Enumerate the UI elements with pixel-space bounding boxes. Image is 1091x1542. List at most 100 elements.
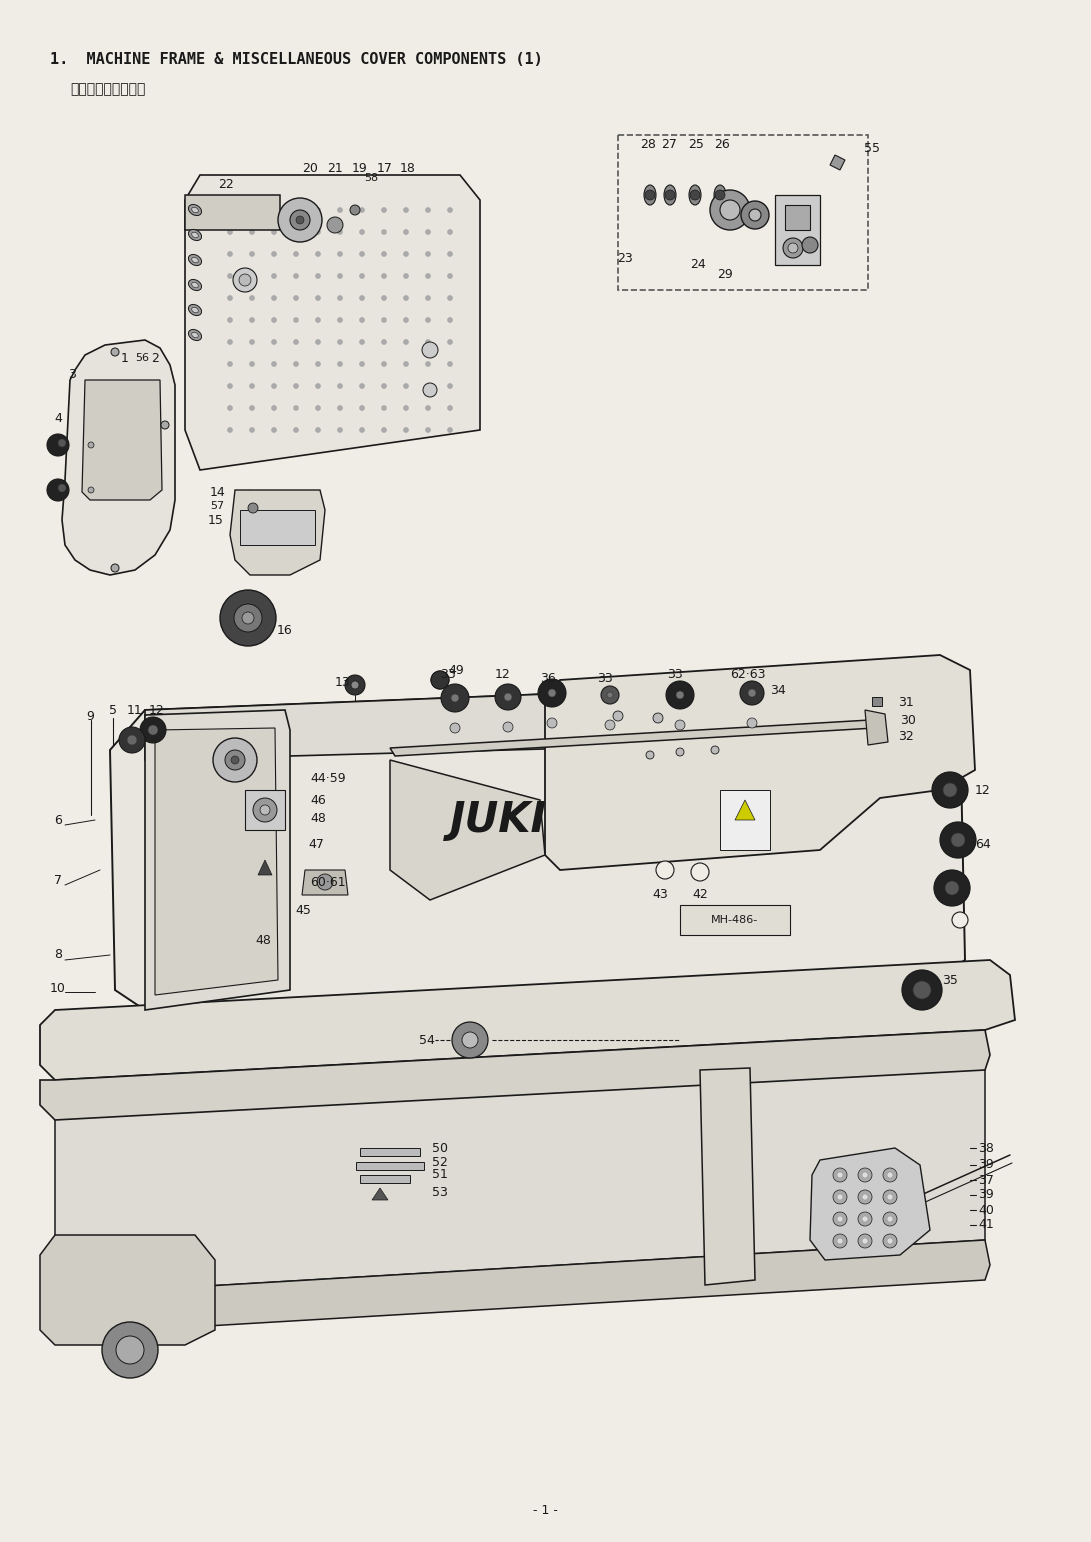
Circle shape bbox=[423, 382, 437, 396]
Circle shape bbox=[862, 1238, 868, 1244]
Ellipse shape bbox=[189, 279, 202, 290]
Text: 46: 46 bbox=[310, 794, 326, 806]
Bar bbox=[356, 1163, 424, 1170]
Text: 15: 15 bbox=[208, 513, 224, 526]
Circle shape bbox=[425, 384, 431, 389]
Circle shape bbox=[606, 720, 615, 729]
Circle shape bbox=[239, 274, 251, 285]
Circle shape bbox=[360, 208, 364, 213]
Circle shape bbox=[250, 427, 254, 432]
Polygon shape bbox=[830, 156, 846, 170]
Circle shape bbox=[293, 384, 299, 389]
Circle shape bbox=[750, 210, 762, 221]
Circle shape bbox=[883, 1190, 897, 1204]
Circle shape bbox=[404, 384, 408, 389]
Circle shape bbox=[404, 406, 408, 410]
Circle shape bbox=[425, 318, 431, 322]
Polygon shape bbox=[185, 194, 280, 230]
Circle shape bbox=[293, 273, 299, 279]
Ellipse shape bbox=[192, 207, 199, 213]
Text: 12: 12 bbox=[975, 783, 991, 797]
Circle shape bbox=[228, 251, 232, 256]
Circle shape bbox=[404, 208, 408, 213]
Circle shape bbox=[447, 208, 453, 213]
Circle shape bbox=[451, 694, 459, 702]
Circle shape bbox=[715, 190, 726, 200]
Circle shape bbox=[858, 1234, 872, 1247]
Polygon shape bbox=[40, 961, 1015, 1079]
Text: 52: 52 bbox=[432, 1155, 448, 1169]
Circle shape bbox=[382, 339, 386, 344]
Circle shape bbox=[272, 296, 276, 301]
Circle shape bbox=[278, 197, 322, 242]
Circle shape bbox=[934, 870, 970, 907]
Circle shape bbox=[250, 318, 254, 322]
Circle shape bbox=[350, 205, 360, 214]
Text: 9: 9 bbox=[86, 709, 94, 723]
Text: 1.  MACHINE FRAME & MISCELLANEOUS COVER COMPONENTS (1): 1. MACHINE FRAME & MISCELLANEOUS COVER C… bbox=[50, 52, 542, 66]
Circle shape bbox=[315, 361, 321, 367]
Circle shape bbox=[940, 822, 976, 857]
Circle shape bbox=[250, 251, 254, 256]
Circle shape bbox=[887, 1194, 894, 1200]
Text: 12: 12 bbox=[149, 703, 165, 717]
Circle shape bbox=[952, 911, 968, 928]
Circle shape bbox=[382, 361, 386, 367]
Polygon shape bbox=[230, 490, 325, 575]
Bar bbox=[720, 790, 770, 850]
Circle shape bbox=[250, 384, 254, 389]
Circle shape bbox=[887, 1238, 894, 1244]
Text: 58: 58 bbox=[364, 173, 379, 183]
Circle shape bbox=[834, 1212, 847, 1226]
Circle shape bbox=[740, 682, 764, 705]
Circle shape bbox=[431, 671, 449, 689]
Circle shape bbox=[315, 296, 321, 301]
Circle shape bbox=[858, 1212, 872, 1226]
Text: 44·59: 44·59 bbox=[310, 771, 346, 785]
Ellipse shape bbox=[189, 330, 202, 341]
Ellipse shape bbox=[192, 233, 199, 237]
Text: 54: 54 bbox=[419, 1033, 435, 1047]
Circle shape bbox=[293, 208, 299, 213]
Circle shape bbox=[382, 427, 386, 432]
Circle shape bbox=[315, 273, 321, 279]
Circle shape bbox=[272, 427, 276, 432]
Circle shape bbox=[337, 230, 343, 234]
Circle shape bbox=[710, 190, 750, 230]
Circle shape bbox=[47, 480, 69, 501]
Circle shape bbox=[404, 339, 408, 344]
Text: 20: 20 bbox=[302, 162, 317, 174]
Circle shape bbox=[461, 1032, 478, 1049]
Text: 36: 36 bbox=[540, 671, 556, 685]
Circle shape bbox=[538, 678, 566, 706]
Text: 38: 38 bbox=[978, 1141, 994, 1155]
Polygon shape bbox=[185, 174, 480, 470]
Text: 12: 12 bbox=[495, 669, 511, 682]
Circle shape bbox=[88, 443, 94, 449]
Circle shape bbox=[293, 339, 299, 344]
Circle shape bbox=[337, 406, 343, 410]
Text: 60·61: 60·61 bbox=[310, 876, 346, 888]
Text: 37: 37 bbox=[978, 1173, 994, 1186]
Circle shape bbox=[360, 339, 364, 344]
Text: 39: 39 bbox=[978, 1158, 994, 1172]
Ellipse shape bbox=[192, 307, 199, 313]
Text: JUKI: JUKI bbox=[449, 799, 547, 840]
Polygon shape bbox=[810, 1147, 930, 1260]
Circle shape bbox=[250, 273, 254, 279]
Text: 42: 42 bbox=[692, 888, 708, 902]
Circle shape bbox=[119, 726, 145, 752]
Circle shape bbox=[932, 773, 968, 808]
Circle shape bbox=[272, 208, 276, 213]
Circle shape bbox=[447, 339, 453, 344]
Circle shape bbox=[666, 682, 694, 709]
Ellipse shape bbox=[714, 185, 726, 205]
Circle shape bbox=[293, 406, 299, 410]
Circle shape bbox=[101, 1321, 158, 1379]
Circle shape bbox=[447, 273, 453, 279]
Polygon shape bbox=[700, 1069, 755, 1284]
Text: 35: 35 bbox=[942, 973, 958, 987]
Circle shape bbox=[250, 361, 254, 367]
Circle shape bbox=[228, 384, 232, 389]
Circle shape bbox=[382, 296, 386, 301]
